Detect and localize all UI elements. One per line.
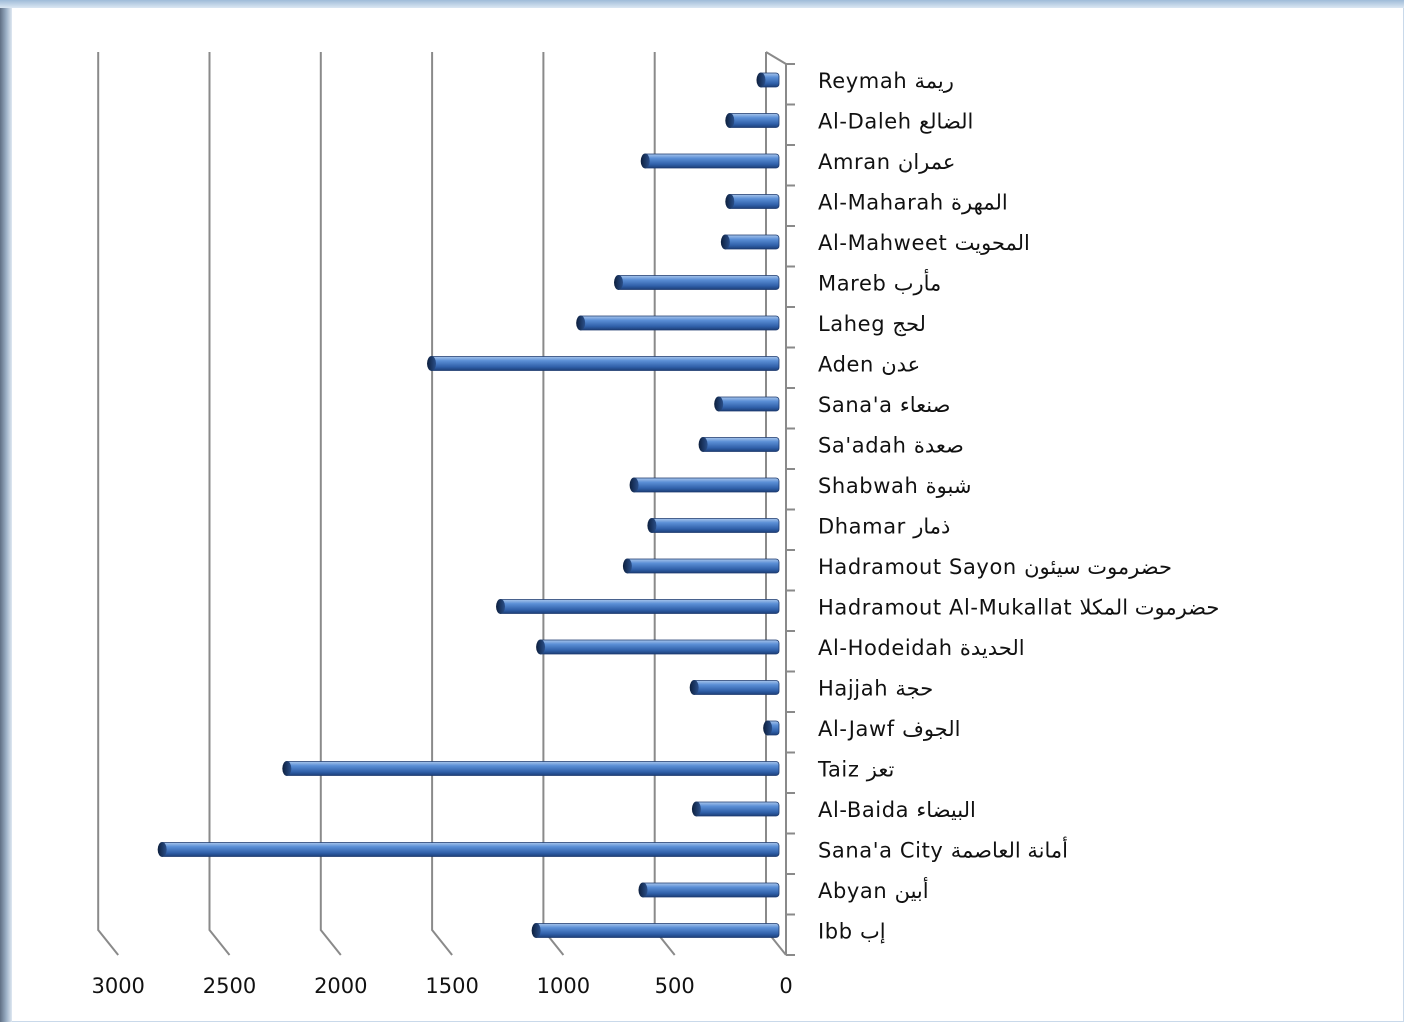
category-label: Hadramout Al-Mukallat حضرموت المكلا (818, 596, 1219, 620)
bar-end-cap (576, 315, 586, 331)
bar (716, 396, 780, 412)
bar-end-cap (691, 801, 701, 817)
category-label: Shabwah شبوة (818, 474, 971, 498)
gridline (765, 52, 787, 956)
category-label: Amran عمران (818, 150, 955, 174)
bar-end-cap (622, 558, 632, 574)
category-axis-line (765, 51, 787, 955)
category-label: Sana'a City أمانة العاصمة (818, 837, 1068, 863)
category-label: Al-Jawf الجوف (818, 717, 960, 741)
bar (533, 923, 780, 938)
bar (498, 599, 780, 614)
category-label: Al-Baida البيضاء (818, 798, 976, 822)
bar-end-cap (614, 275, 624, 290)
category-label: Al-Hodeidah الحديدة (818, 636, 1025, 660)
gridlines (97, 52, 787, 956)
bar (700, 437, 780, 452)
bar (578, 315, 780, 331)
bar (625, 558, 780, 574)
bars (157, 72, 780, 938)
x-tick-label: 1000 (537, 974, 590, 998)
bar-end-cap (720, 234, 730, 250)
bar-end-cap (763, 720, 773, 736)
category-label: Al-Mahweet المحويت (818, 231, 1030, 255)
bar (616, 275, 780, 290)
category-label: Hadramout Sayon حضرموت سيئون (818, 555, 1172, 579)
bar-end-cap (427, 356, 437, 371)
bar (284, 761, 780, 776)
category-label: Al-Daleh الضالع (818, 110, 973, 134)
bar-end-cap (157, 842, 167, 857)
category-label: Reymah ريمة (818, 69, 954, 93)
x-tick-label: 3000 (91, 974, 144, 998)
category-label: Laheg لحج (818, 312, 926, 336)
category-label: Sana'a صنعاء (818, 393, 950, 417)
bar (727, 113, 780, 128)
x-tick-label: 2000 (314, 974, 367, 998)
bar-end-cap (698, 437, 708, 452)
bar-end-cap (536, 639, 546, 655)
bar (649, 518, 780, 533)
category-label: Abyan أبين (818, 877, 929, 903)
category-axis (765, 51, 795, 956)
window-top-edge (0, 0, 1404, 8)
category-label: Taiz تعز (817, 758, 894, 782)
bar-end-cap (629, 477, 639, 493)
gridline (97, 52, 119, 956)
bar-end-cap (282, 761, 292, 776)
bar (640, 882, 780, 898)
bar (429, 356, 780, 371)
bar (631, 477, 780, 493)
bar (642, 153, 780, 169)
bar (722, 234, 780, 250)
bar-end-cap (725, 113, 735, 128)
category-label: Al-Maharah المهرة (818, 191, 1008, 215)
category-labels: Reymah ريمة Al-Daleh الضالع Amran عمران Al-… (817, 69, 1219, 945)
category-label: Aden عدن (818, 353, 920, 377)
category-label: Ibb إب (818, 920, 886, 945)
gridline (653, 52, 676, 956)
bar-end-cap (638, 882, 648, 898)
x-tick-label: 500 (655, 974, 695, 998)
bar-end-cap (647, 518, 657, 533)
gridline (431, 52, 453, 956)
bar-end-cap (756, 72, 766, 88)
category-label: Hajjah حجة (818, 677, 933, 701)
category-label: Sa'adah صعدة (818, 434, 964, 458)
category-label: Dhamar ذمار (818, 515, 950, 539)
bar-end-cap (496, 599, 506, 614)
gridline (542, 52, 565, 956)
bar (538, 639, 780, 655)
value-axis-tick-labels: 3000 2500 2000 1500 1000 500 0 (91, 974, 792, 998)
bar (159, 842, 780, 857)
bar-end-cap (714, 396, 724, 412)
x-tick-label: 1500 (425, 974, 478, 998)
category-label: Mareb مأرب (818, 269, 941, 296)
gridline (319, 52, 342, 956)
bar-end-cap (531, 923, 541, 938)
bar (727, 194, 780, 209)
bar-end-cap (689, 680, 699, 695)
x-tick-label: 2500 (203, 974, 256, 998)
bar (694, 801, 780, 817)
bar-end-cap (640, 153, 650, 169)
bar-end-cap (725, 194, 735, 209)
x-tick-label: 0 (779, 974, 792, 998)
gridline (208, 52, 231, 956)
window-left-edge (0, 0, 12, 1022)
bar (691, 680, 780, 695)
